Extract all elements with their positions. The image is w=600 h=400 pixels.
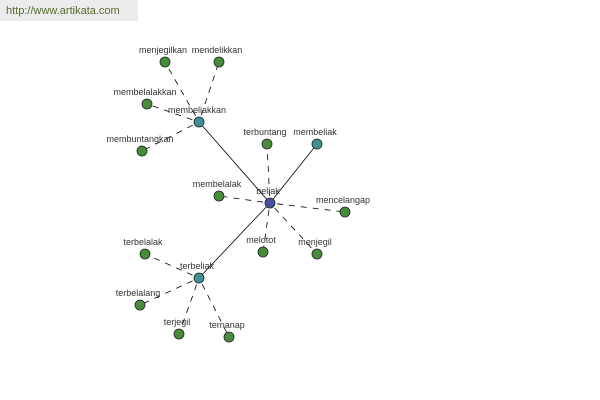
- node-marker[interactable]: [193, 272, 205, 284]
- node-terjegil[interactable]: terjegil: [164, 317, 191, 340]
- node-label: ternanap: [209, 320, 245, 330]
- node-mendelikkan[interactable]: mendelikkan: [192, 45, 243, 68]
- node-membuntangkan[interactable]: membuntangkan: [106, 134, 174, 157]
- node-melotot[interactable]: melotot: [246, 235, 276, 258]
- edge-beliak-terbuntang: [266, 143, 271, 204]
- node-marker[interactable]: [223, 331, 235, 343]
- edge-membeliakkan-mendelikkan: [198, 61, 220, 123]
- node-marker[interactable]: [173, 328, 185, 340]
- edge-beliak-mencelangap: [269, 202, 346, 213]
- node-marker[interactable]: [264, 197, 276, 209]
- node-marker[interactable]: [257, 246, 269, 258]
- node-label: menjegil: [298, 237, 332, 247]
- node-marker[interactable]: [134, 299, 146, 311]
- node-marker[interactable]: [159, 56, 171, 68]
- node-marker[interactable]: [261, 138, 273, 150]
- node-label: terbeliak: [180, 261, 215, 271]
- node-label: membeliakkan: [168, 105, 226, 115]
- node-beliak[interactable]: beliak: [256, 186, 280, 209]
- node-label: mendelikkan: [192, 45, 243, 55]
- node-label: mencelangap: [316, 195, 370, 205]
- node-membelalak[interactable]: membelalak: [193, 179, 242, 202]
- node-label: melotot: [246, 235, 276, 245]
- node-label: beliak: [256, 186, 280, 196]
- node-label: terbelalang: [116, 288, 161, 298]
- node-menjegilkan[interactable]: menjegilkan: [139, 45, 187, 68]
- node-marker[interactable]: [136, 145, 148, 157]
- edge-terbeliak-ternanap: [198, 277, 230, 338]
- node-label: terjegil: [164, 317, 191, 327]
- node-label: terbelalak: [123, 237, 163, 247]
- node-terbelalak[interactable]: terbelalak: [123, 237, 163, 260]
- node-label: membelalak: [193, 179, 242, 189]
- node-membeliakkan[interactable]: membeliakkan: [168, 105, 226, 128]
- node-mencelangap[interactable]: mencelangap: [316, 195, 370, 218]
- edge-beliak-melotot: [262, 202, 271, 253]
- edge-terbeliak-terbelalang: [139, 277, 200, 306]
- node-membelalakkan[interactable]: membelalakkan: [113, 87, 177, 110]
- node-marker[interactable]: [141, 98, 153, 110]
- edge-membeliakkan-membelalakkan: [146, 103, 200, 123]
- node-label: terbuntang: [243, 127, 286, 137]
- node-label: membeliak: [293, 127, 337, 137]
- node-terbelalang[interactable]: terbelalang: [116, 288, 161, 311]
- edge-beliak-terbeliak: [198, 202, 271, 279]
- node-terbeliak[interactable]: terbeliak: [180, 261, 215, 284]
- edge-beliak-menjegil: [269, 202, 318, 255]
- node-marker[interactable]: [139, 248, 151, 260]
- node-terbuntang[interactable]: terbuntang: [243, 127, 287, 150]
- source-url[interactable]: http://www.artikata.com: [0, 0, 138, 21]
- node-menjegil[interactable]: menjegil: [298, 237, 332, 260]
- node-label: menjegilkan: [139, 45, 187, 55]
- edge-terbeliak-terbelalak: [144, 253, 200, 279]
- edge-beliak-membeliak: [269, 143, 318, 204]
- node-label: membuntangkan: [106, 134, 173, 144]
- edge-beliak-membelalak: [218, 195, 271, 204]
- node-marker[interactable]: [213, 56, 225, 68]
- edge-beliak-membeliakkan: [198, 121, 271, 204]
- node-membeliak[interactable]: membeliak: [293, 127, 337, 150]
- node-marker[interactable]: [311, 138, 323, 150]
- node-marker[interactable]: [339, 206, 351, 218]
- node-label: membelalakkan: [113, 87, 176, 97]
- node-ternanap[interactable]: ternanap: [209, 320, 245, 343]
- node-marker[interactable]: [213, 190, 225, 202]
- edge-membeliakkan-menjegilkan: [164, 61, 200, 123]
- node-marker[interactable]: [311, 248, 323, 260]
- edge-membeliakkan-membuntangkan: [141, 121, 200, 152]
- node-marker[interactable]: [193, 116, 205, 128]
- edge-terbeliak-terjegil: [178, 277, 200, 335]
